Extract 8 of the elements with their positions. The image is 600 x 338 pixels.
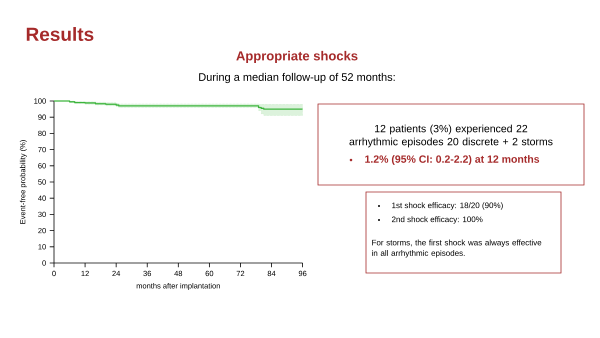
chart-subtitle: Appropriate shocks [236,50,358,64]
text: 12 patients (3%) experienced 22 arrhythmic episodes 20 discrete + 2 storms [349,124,553,148]
text: 1.2% (95% CI: 0.2-2.2) at 12 months [365,155,540,165]
chart-title: Results [26,27,94,41]
text: During a median follow-up of 52 months: [199,72,395,84]
text: 1st shock efficacy: 18/20 (90%) [392,202,503,210]
text: For storms, the first shock was always effective in all arrhythmic episodes. [372,240,542,258]
text: 2nd shock efficacy: 100% [392,216,483,224]
